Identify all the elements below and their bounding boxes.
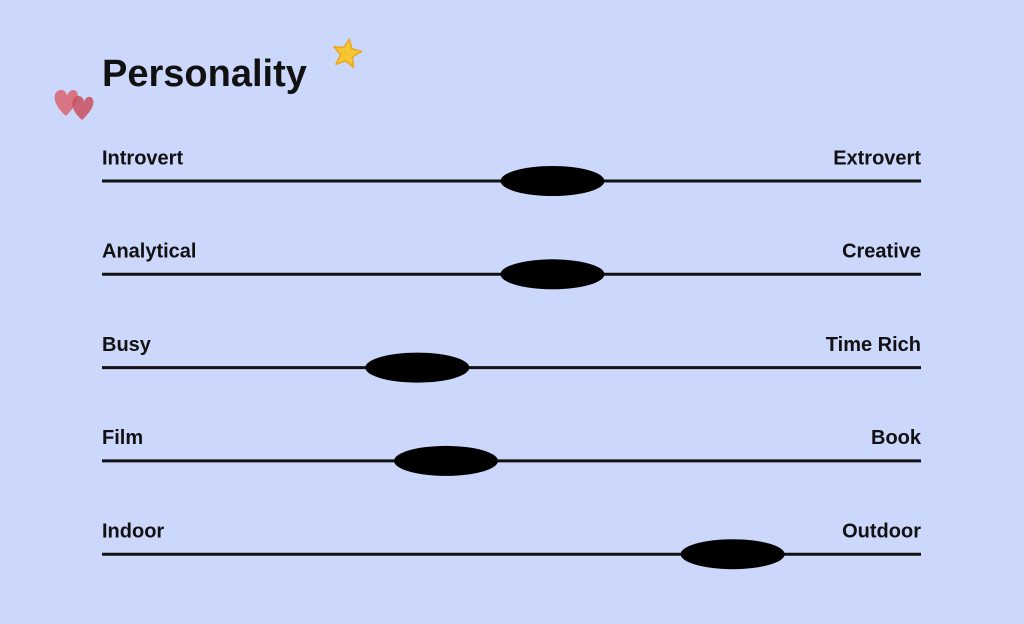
- slider-knob: [365, 352, 470, 383]
- right-label: Time Rich: [826, 334, 921, 356]
- left-label: Analytical: [102, 241, 196, 263]
- slider-knob: [500, 259, 605, 290]
- slider-knob: [680, 539, 785, 570]
- title: Personality: [102, 53, 307, 95]
- right-label: Creative: [842, 241, 921, 263]
- slider-knob: [393, 445, 498, 476]
- left-label: Indoor: [102, 520, 164, 542]
- right-label: Extrovert: [833, 147, 921, 169]
- slider-knob: [500, 166, 605, 196]
- right-label: Book: [871, 427, 922, 449]
- left-label: Busy: [102, 334, 152, 356]
- hearts-icon: [54, 89, 94, 120]
- right-label: Outdoor: [842, 520, 921, 542]
- left-label: Introvert: [102, 147, 183, 169]
- left-label: Film: [102, 427, 143, 449]
- star-icon: [333, 38, 363, 69]
- trait-list: Introvert Extrovert Analytical Creative Busy…: [102, 147, 922, 570]
